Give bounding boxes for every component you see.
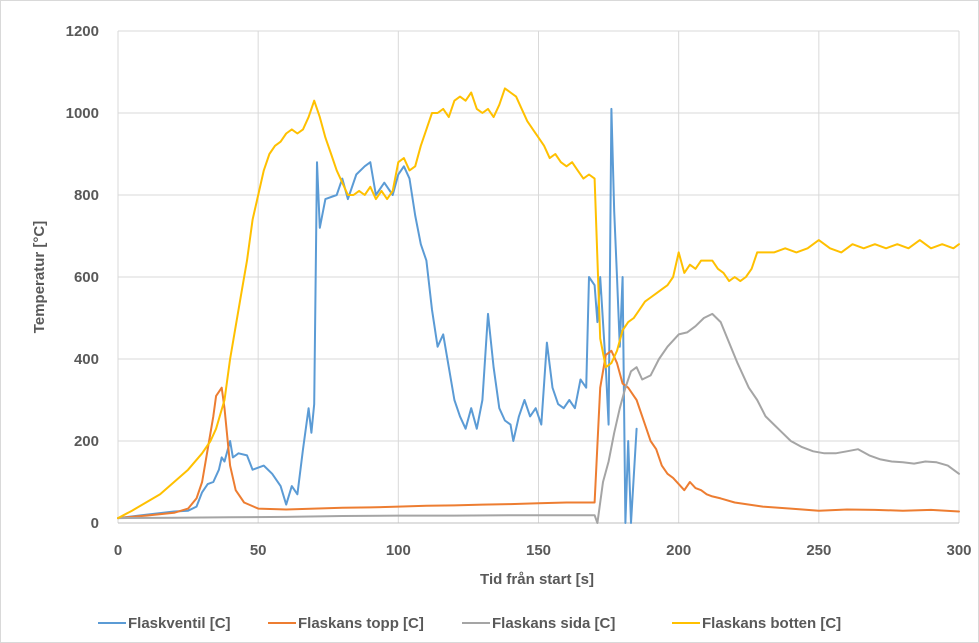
x-tick-label: 200: [666, 542, 691, 559]
legend-label: Flaskans botten [C]: [702, 615, 841, 632]
series-line-4: [117, 87, 960, 520]
y-tick-label: 0: [91, 515, 99, 532]
legend-label: Flaskans topp [C]: [298, 615, 424, 632]
x-tick-label: 0: [114, 542, 122, 559]
series-group: [117, 87, 960, 524]
y-tick-label: 1000: [66, 105, 99, 122]
x-tick-label: 100: [386, 542, 411, 559]
y-tick-label: 200: [74, 433, 99, 450]
x-tick-label: 50: [250, 542, 267, 559]
legend: Flaskventil [C] Flaskans topp [C] Flaskans…: [98, 615, 841, 632]
y-tick-label: 1200: [66, 23, 99, 40]
x-tick-label: 150: [526, 542, 551, 559]
tick-labels: 0 200 400 600 800 1000 1200 0 50 100 150 200 250 300: [66, 23, 972, 559]
y-tick-label: 600: [74, 269, 99, 286]
gridlines: [117, 30, 960, 524]
x-tick-label: 250: [806, 542, 831, 559]
y-axis-title: Temperatur [°C]: [31, 221, 48, 333]
series-line-1: [117, 107, 638, 524]
y-tick-label: 400: [74, 351, 99, 368]
legend-label: Flaskventil [C]: [128, 615, 231, 632]
series-line-3: [117, 312, 960, 524]
x-axis-title: Tid från start [s]: [480, 571, 594, 588]
legend-label: Flaskans sida [C]: [492, 615, 615, 632]
series-line-2: [117, 349, 960, 520]
x-tick-label: 300: [946, 542, 971, 559]
y-tick-label: 800: [74, 187, 99, 204]
